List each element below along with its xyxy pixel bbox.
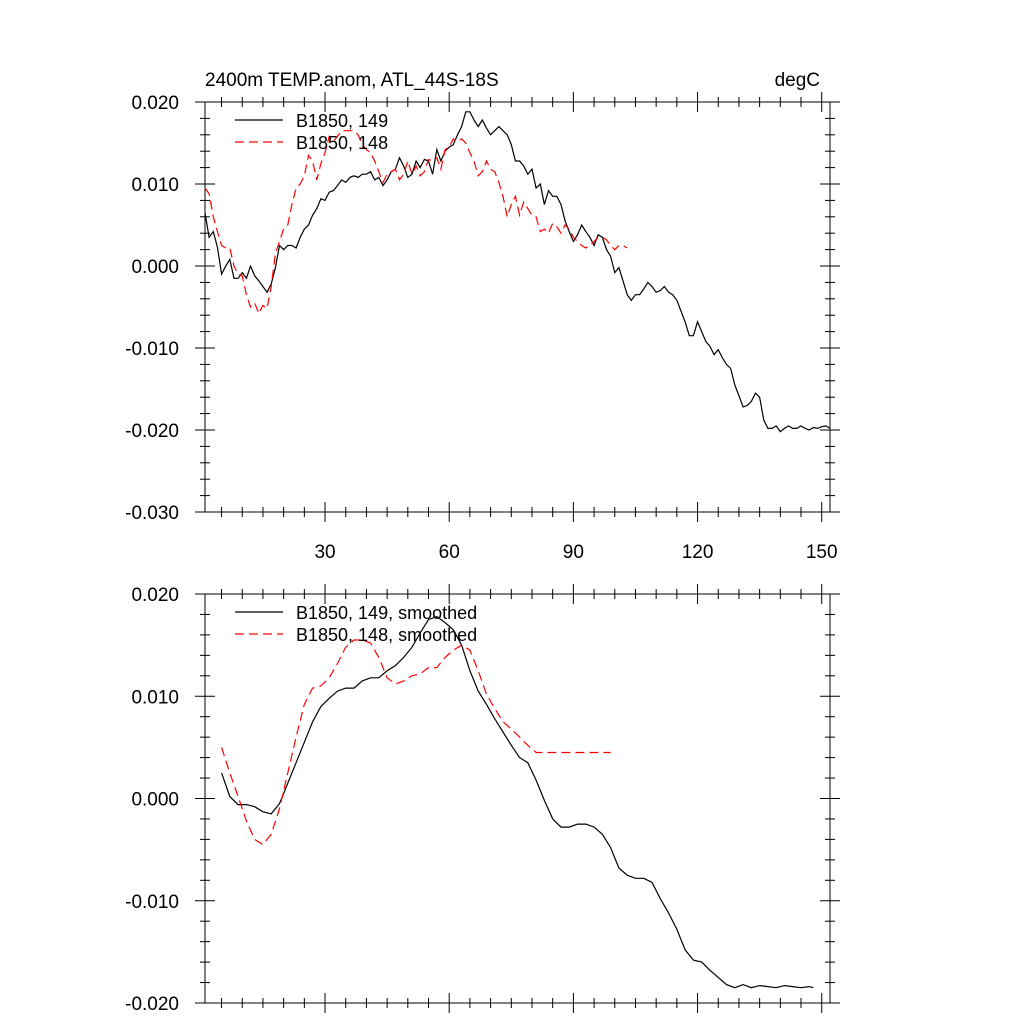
x-tick-label: 150: [806, 542, 838, 563]
legend-label: B1850, 148: [296, 133, 388, 153]
series-line-1: [221, 615, 814, 989]
plot-frame: [204, 593, 831, 1004]
legend-label: B1850, 149, smoothed: [296, 603, 477, 623]
y-tick-label: 0.000: [131, 257, 179, 278]
x-tick-label: 30: [314, 542, 335, 563]
series-line-2: [221, 639, 611, 846]
plot-frame: [204, 101, 831, 513]
legend-label: B1850, 148, smoothed: [296, 625, 477, 645]
y-tick-label: -0.030: [125, 503, 179, 524]
x-tick-label: 90: [563, 542, 584, 563]
series-line-1: [204, 111, 831, 433]
y-tick-label: 0.020: [131, 93, 179, 114]
y-tick-label: 0.010: [131, 687, 179, 708]
x-tick-label: 60: [439, 542, 460, 563]
y-tick-label: 0.000: [131, 790, 179, 811]
y-tick-label: -0.020: [125, 421, 179, 442]
y-tick-label: -0.020: [125, 994, 179, 1015]
chart-panel-1: 2400m TEMP.anom, ATL_44S-18S degC -0.030 -0…: [125, 70, 840, 563]
y-tick-label: 0.010: [131, 175, 179, 196]
y-tick-label: -0.010: [125, 339, 179, 360]
y-tick-label: 0.020: [131, 585, 179, 606]
x-tick-label: 120: [682, 542, 714, 563]
chart-panel-2: -0.020 -0.010 0.000 0.010 0.020 B1850, 149, s…: [125, 584, 840, 1015]
chart-title: 2400m TEMP.anom, ATL_44S-18S: [205, 70, 499, 91]
y-tick-label: -0.010: [125, 892, 179, 913]
chart-units: degC: [775, 70, 820, 91]
legend-label: B1850, 149: [296, 111, 388, 131]
series-line-2: [204, 130, 628, 316]
